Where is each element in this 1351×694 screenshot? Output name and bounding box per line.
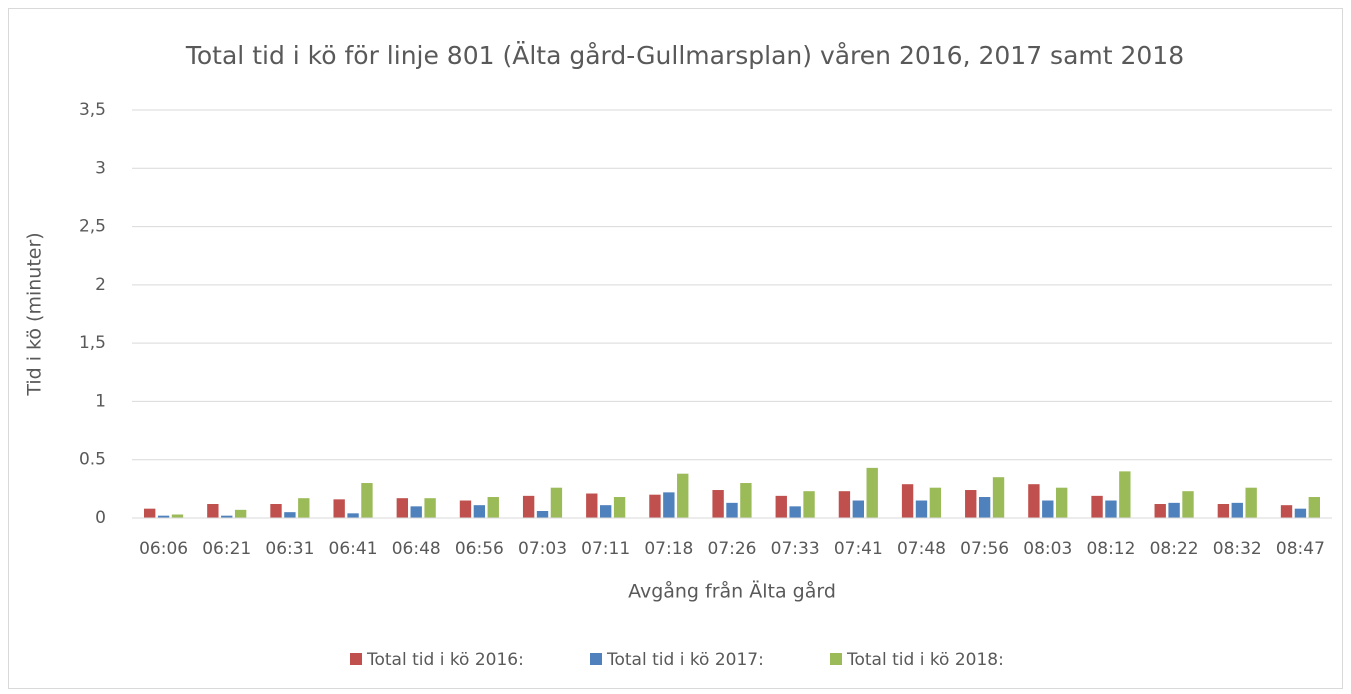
bar xyxy=(1028,484,1040,518)
x-tick-label: 07:03 xyxy=(518,539,567,559)
bar xyxy=(1168,502,1180,518)
chart-title: Total tid i kö för linje 801 (Älta gård-… xyxy=(185,41,1184,70)
bar xyxy=(221,515,233,518)
bar xyxy=(901,484,914,518)
bar xyxy=(270,504,282,518)
bar xyxy=(677,473,689,518)
x-tick-label: 06:41 xyxy=(329,539,378,559)
bar xyxy=(965,490,977,518)
bar xyxy=(663,492,675,518)
bar xyxy=(171,514,184,518)
bar xyxy=(1042,500,1054,518)
bar xyxy=(459,500,472,518)
legend-swatch xyxy=(590,653,602,665)
bar xyxy=(740,483,752,518)
x-tick-label: 08:03 xyxy=(1023,539,1072,559)
bar xyxy=(487,497,499,518)
bar xyxy=(347,513,359,518)
x-tick-label: 07:26 xyxy=(708,539,757,559)
bar xyxy=(1091,495,1103,518)
bar xyxy=(207,504,219,518)
bar xyxy=(1308,497,1320,518)
x-tick-label: 08:47 xyxy=(1276,539,1325,559)
bar xyxy=(992,477,1005,518)
bar xyxy=(410,506,422,518)
bar xyxy=(838,491,851,518)
legend-swatch xyxy=(830,653,842,665)
bar xyxy=(929,487,942,518)
x-tick-label: 06:48 xyxy=(392,539,441,559)
bar xyxy=(550,487,563,518)
bar xyxy=(1105,500,1117,518)
bar xyxy=(775,495,787,518)
y-tick-label: 3,5 xyxy=(79,100,106,120)
x-tick-label: 07:18 xyxy=(644,539,693,559)
x-tick-label: 06:31 xyxy=(265,539,314,559)
x-tick-label: 08:22 xyxy=(1150,539,1199,559)
bar xyxy=(298,498,310,518)
bar xyxy=(1056,487,1068,518)
legend-label: Total tid i kö 2016: xyxy=(366,650,524,670)
y-tick-label: 1,5 xyxy=(79,333,106,353)
x-tick-label: 07:11 xyxy=(581,539,630,559)
y-axis-title: Tid i kö (minuter) xyxy=(24,232,46,396)
y-tick-label: 0.5 xyxy=(79,450,106,470)
bar xyxy=(522,495,535,518)
y-tick-label: 1 xyxy=(95,391,106,411)
bar xyxy=(978,497,991,518)
x-tick-label: 07:33 xyxy=(771,539,820,559)
x-tick-label: 08:12 xyxy=(1086,539,1135,559)
x-tick-label: 06:06 xyxy=(139,539,188,559)
y-tick-label: 0 xyxy=(95,508,106,528)
bar xyxy=(1231,502,1243,518)
bar xyxy=(144,508,156,518)
bar xyxy=(789,506,801,518)
x-tick-label: 08:32 xyxy=(1213,539,1262,559)
bar xyxy=(333,499,345,518)
x-axis-title: Avgång från Älta gård xyxy=(628,580,836,603)
bar xyxy=(157,515,170,518)
legend-swatch xyxy=(350,653,362,665)
x-tick-label: 07:41 xyxy=(834,539,883,559)
bar xyxy=(1154,504,1166,518)
bar xyxy=(1182,491,1194,518)
bar xyxy=(803,491,815,518)
y-tick-label: 2,5 xyxy=(79,217,106,237)
bar xyxy=(234,509,247,518)
bar xyxy=(1280,505,1293,518)
x-tick-label: 07:56 xyxy=(960,539,1009,559)
bar xyxy=(473,505,486,518)
bar xyxy=(866,467,878,518)
y-tick-label: 2 xyxy=(95,275,106,295)
bar xyxy=(396,498,408,518)
bar xyxy=(1294,508,1307,518)
y-tick-label: 3 xyxy=(95,158,106,178)
legend-label: Total tid i kö 2017: xyxy=(606,650,764,670)
bar xyxy=(915,500,928,518)
bar xyxy=(1245,487,1257,518)
bar xyxy=(536,511,549,518)
x-tick-label: 07:48 xyxy=(897,539,946,559)
bar xyxy=(649,494,661,518)
bar xyxy=(361,483,373,518)
bar xyxy=(1119,471,1131,518)
bar xyxy=(600,505,612,518)
bar xyxy=(586,493,598,518)
x-tick-label: 06:21 xyxy=(202,539,251,559)
bar xyxy=(1217,504,1230,518)
chart-frame xyxy=(8,8,1343,689)
bar xyxy=(852,500,864,518)
bar xyxy=(613,497,626,518)
legend-label: Total tid i kö 2018: xyxy=(846,650,1004,670)
bar xyxy=(284,512,296,518)
bar xyxy=(726,502,738,518)
bar xyxy=(712,490,724,518)
x-tick-label: 06:56 xyxy=(455,539,504,559)
bar xyxy=(424,498,436,518)
